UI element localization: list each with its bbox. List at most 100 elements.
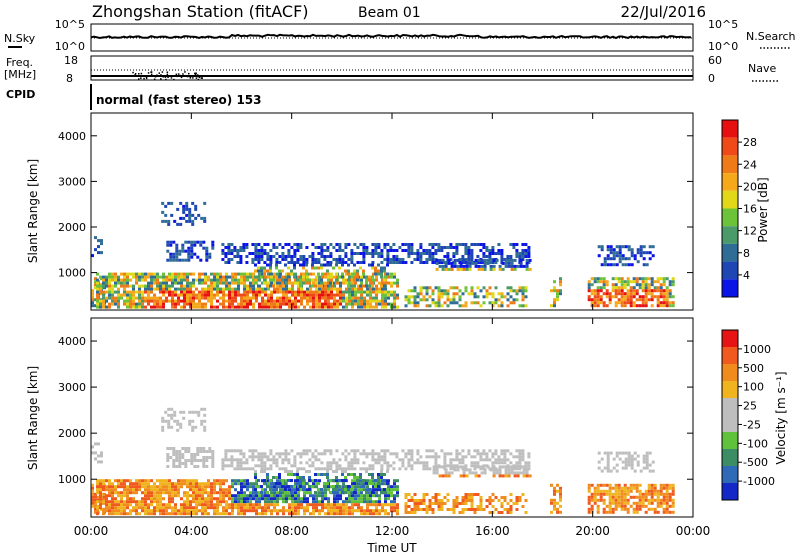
heatmap-cell bbox=[627, 245, 631, 249]
heatmap-cell bbox=[353, 461, 357, 465]
heatmap-cell bbox=[234, 281, 237, 285]
heatmap-cell bbox=[240, 275, 243, 279]
heatmap-cell bbox=[123, 488, 126, 492]
heatmap-cell bbox=[374, 252, 378, 255]
heatmap-cell bbox=[138, 284, 141, 288]
heatmap-cell bbox=[342, 299, 345, 303]
heatmap-cell bbox=[428, 304, 432, 308]
heatmap-cell bbox=[94, 286, 97, 290]
heatmap-cell bbox=[257, 284, 260, 288]
heatmap-cell bbox=[390, 509, 393, 513]
heatmap-cell bbox=[335, 449, 339, 453]
heatmap-cell bbox=[189, 296, 192, 300]
heatmap-cell bbox=[147, 296, 150, 300]
heatmap-cell bbox=[638, 283, 642, 287]
heatmap-cell bbox=[249, 494, 252, 498]
heatmap-cell bbox=[624, 257, 628, 261]
heatmap-cell bbox=[172, 240, 176, 244]
heatmap-cell bbox=[375, 305, 378, 309]
heatmap-cell bbox=[330, 506, 333, 510]
heatmap-cell bbox=[320, 243, 324, 246]
heatmap-cell bbox=[251, 449, 255, 453]
heatmap-cell bbox=[425, 258, 429, 261]
heatmap-cell bbox=[339, 509, 342, 513]
heatmap-cell bbox=[123, 278, 126, 282]
heatmap-cell bbox=[141, 293, 144, 297]
heatmap-cell bbox=[357, 290, 360, 294]
heatmap-cell bbox=[606, 451, 610, 455]
heatmap-cell bbox=[335, 249, 339, 252]
heatmap-cell bbox=[386, 255, 390, 258]
heatmap-cell bbox=[553, 298, 556, 302]
heatmap-cell bbox=[528, 267, 532, 271]
heatmap-cell bbox=[282, 500, 285, 504]
heatmap-cell bbox=[609, 248, 613, 252]
heatmap-cell bbox=[270, 509, 273, 513]
heatmap-cell bbox=[240, 272, 243, 276]
heatmap-cell bbox=[347, 284, 350, 288]
heatmap-cell bbox=[275, 252, 279, 255]
heatmap-cell bbox=[302, 272, 305, 276]
heatmap-cell bbox=[162, 485, 165, 489]
colorbar-swatch bbox=[722, 173, 738, 191]
heatmap-cell bbox=[492, 267, 496, 271]
heatmap-cell bbox=[455, 286, 459, 290]
heatmap-cell bbox=[138, 275, 141, 279]
heatmap-cell bbox=[353, 449, 357, 453]
heatmap-cell bbox=[556, 501, 559, 505]
heatmap-cell bbox=[330, 293, 333, 297]
heatmap-cell bbox=[559, 292, 562, 296]
heatmap-cell bbox=[372, 485, 375, 489]
heatmap-cell bbox=[519, 264, 523, 268]
heatmap-cell bbox=[287, 458, 291, 462]
heatmap-cell bbox=[178, 252, 182, 256]
heatmap-cell bbox=[617, 298, 621, 302]
heatmap-cell bbox=[359, 252, 363, 255]
heatmap-cell bbox=[393, 503, 396, 507]
heatmap-cell bbox=[138, 302, 141, 306]
heatmap-cell bbox=[111, 506, 114, 510]
heatmap-cell bbox=[410, 449, 414, 453]
heatmap-cell bbox=[290, 255, 294, 258]
heatmap-cell bbox=[553, 498, 556, 502]
heatmap-cell bbox=[428, 286, 432, 290]
colorbar-tick-label: -1000 bbox=[743, 475, 775, 488]
heatmap-cell bbox=[222, 488, 225, 492]
heatmap-cell bbox=[393, 275, 396, 279]
heatmap-cell bbox=[330, 275, 333, 279]
heatmap-cell bbox=[94, 510, 97, 514]
heatmap-cell bbox=[347, 473, 350, 476]
heatmap-cell bbox=[609, 263, 613, 267]
heatmap-cell bbox=[450, 267, 454, 271]
heatmap-cell bbox=[390, 506, 393, 510]
heatmap-cell bbox=[468, 261, 472, 265]
heatmap-cell bbox=[465, 267, 469, 271]
heatmap-cell bbox=[387, 275, 390, 279]
heatmap-cell bbox=[230, 464, 234, 468]
heatmap-cell bbox=[114, 302, 117, 306]
heatmap-cell bbox=[174, 494, 177, 498]
heatmap-cell bbox=[171, 506, 174, 510]
heatmap-cell bbox=[290, 258, 294, 261]
heatmap-cell bbox=[315, 506, 318, 510]
heatmap-cell bbox=[410, 464, 414, 468]
heatmap-cell bbox=[225, 509, 228, 513]
heatmap-cell bbox=[650, 289, 654, 293]
heatmap-cell bbox=[329, 479, 332, 482]
heatmap-cell bbox=[593, 486, 597, 490]
heatmap-cell bbox=[446, 499, 450, 502]
heatmap-cell bbox=[428, 295, 432, 299]
heatmap-cell bbox=[602, 510, 606, 514]
heatmap-cell bbox=[195, 296, 198, 300]
heatmap-cell bbox=[227, 246, 231, 249]
heatmap-cell bbox=[590, 292, 594, 296]
heatmap-cell bbox=[108, 275, 111, 279]
heatmap-cell bbox=[467, 452, 471, 456]
colorbar-tick-label: 1000 bbox=[743, 343, 771, 356]
heatmap-cell bbox=[153, 512, 156, 516]
heatmap-cell bbox=[324, 281, 327, 285]
heatmap-cell bbox=[120, 512, 123, 516]
heatmap-cell bbox=[175, 252, 179, 256]
heatmap-cell bbox=[608, 298, 612, 302]
heatmap-cell bbox=[264, 305, 267, 309]
